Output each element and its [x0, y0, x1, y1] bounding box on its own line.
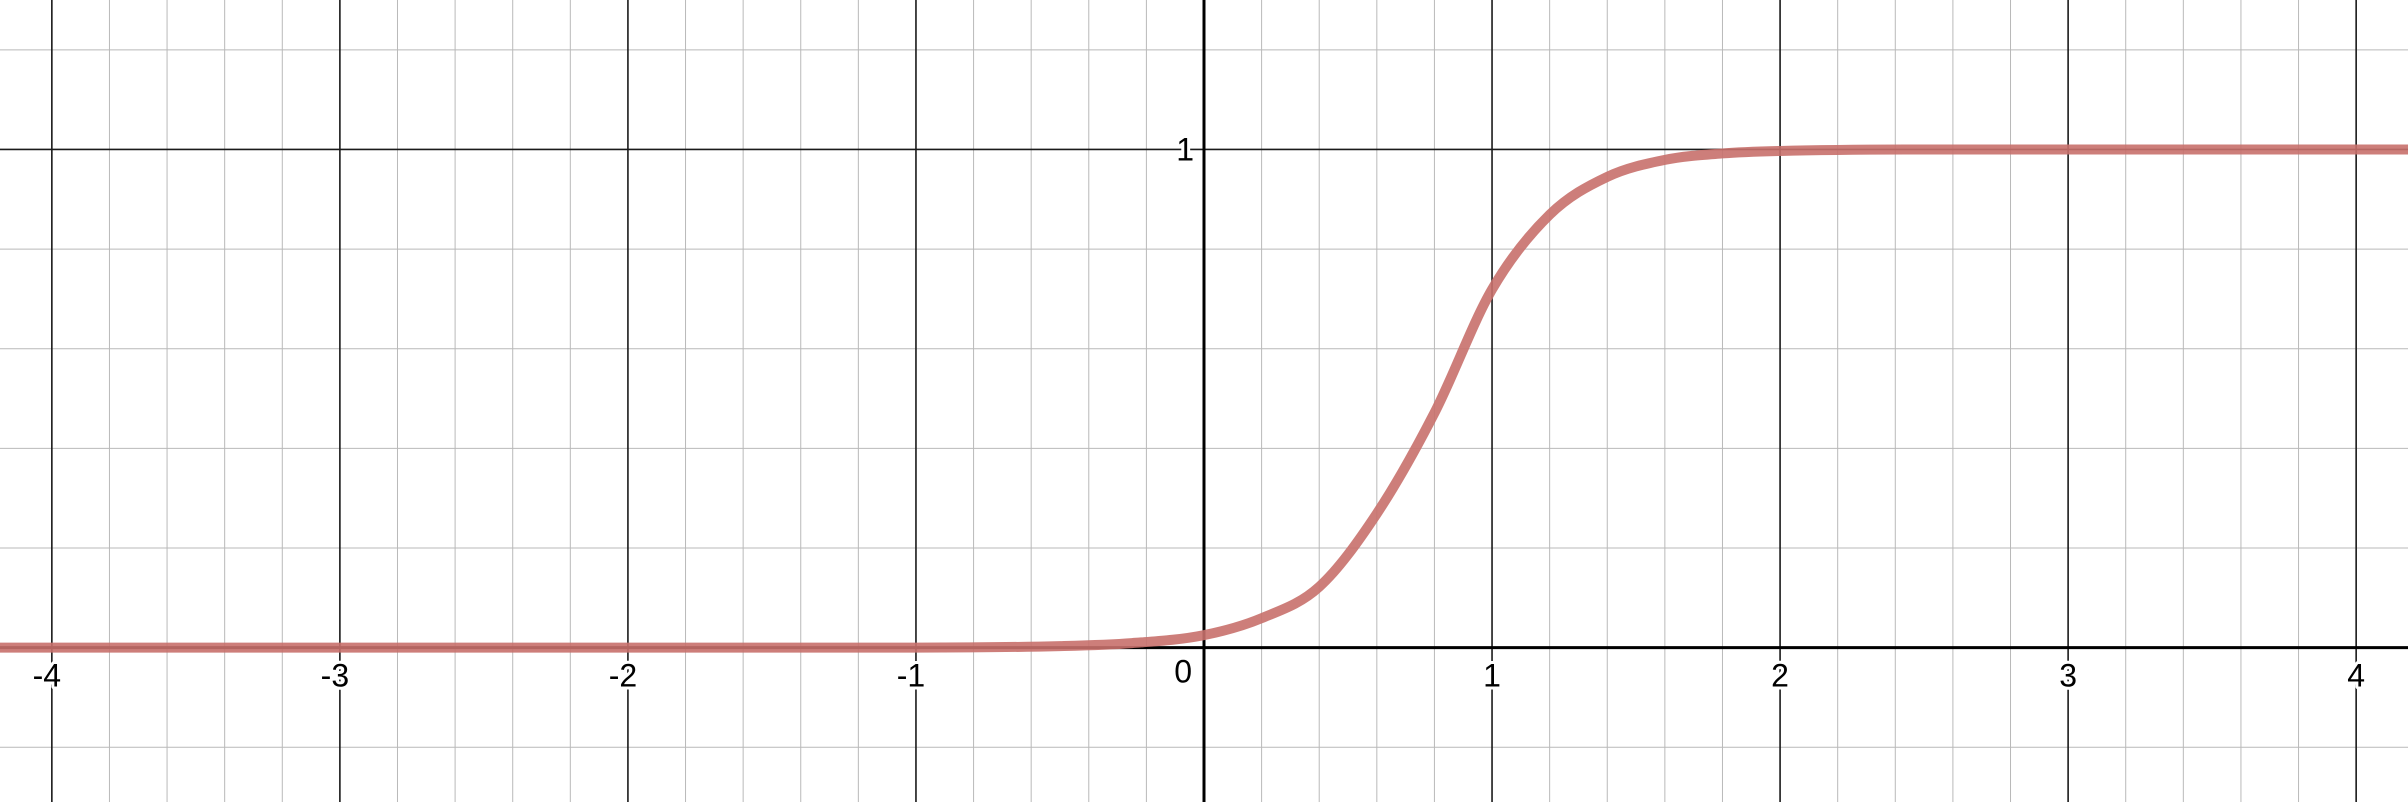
x-tick-label: -4 [33, 658, 61, 694]
series-layer [0, 144, 2408, 653]
x-tick-label: -1 [897, 658, 925, 694]
x-tick-label-halo: -1 [897, 658, 925, 694]
x-tick-label: 1 [1483, 658, 1501, 694]
y-tick-label: 1 [1176, 131, 1194, 167]
x-tick-label-halo: 4 [2347, 658, 2365, 694]
x-tick-label-halo: 1 [1483, 658, 1501, 694]
x-tick-label: 3 [2059, 658, 2077, 694]
x-tick-label: -2 [609, 658, 637, 694]
x-tick-label: -3 [321, 658, 349, 694]
y-tick-label-halo: 1 [1176, 131, 1194, 167]
x-tick-label: 2 [1771, 658, 1789, 694]
x-tick-label-halo: -2 [609, 658, 637, 694]
x-tick-label-halo: -4 [33, 658, 61, 694]
x-tick-label-halo: 2 [1771, 658, 1789, 694]
series-line-curve [0, 144, 2408, 653]
x-tick-label-halo: -3 [321, 658, 349, 694]
origin-label: 0 [1174, 654, 1192, 690]
x-tick-label: 4 [2347, 658, 2365, 694]
x-tick-label-halo: 3 [2059, 658, 2077, 694]
